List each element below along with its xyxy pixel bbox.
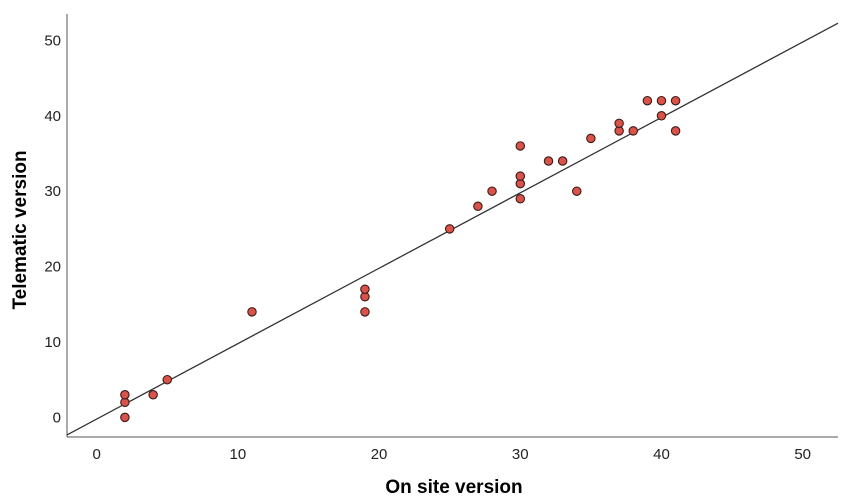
y-tick-label: 0: [53, 409, 61, 426]
data-point: [515, 141, 526, 151]
y-tick-label: 20: [44, 259, 61, 276]
data-point: [656, 95, 667, 106]
data-point: [557, 156, 568, 166]
x-tick-label: 50: [794, 446, 811, 463]
data-point: [444, 224, 455, 234]
data-point: [586, 133, 596, 144]
x-tick-label: 10: [230, 446, 247, 463]
data-points: [120, 95, 681, 423]
y-tick-label: 40: [44, 108, 61, 125]
data-point: [642, 95, 653, 106]
data-point: [670, 95, 681, 106]
x-tick-label: 30: [512, 446, 529, 463]
data-point: [670, 126, 681, 136]
y-tick-label: 10: [44, 334, 61, 351]
x-tick-label: 20: [371, 446, 388, 463]
data-point: [487, 186, 497, 196]
axes: [66, 14, 838, 438]
data-point: [628, 126, 638, 136]
x-tick-label: 0: [92, 446, 100, 463]
data-point: [572, 186, 582, 196]
data-point: [360, 284, 370, 294]
y-tick-label: 50: [44, 32, 61, 49]
x-axis-title: On site version: [385, 477, 522, 498]
y-axis-title: Telematic version: [10, 150, 31, 309]
data-point: [656, 111, 667, 121]
y-tick-label: 30: [44, 183, 61, 200]
x-tick-label: 40: [653, 446, 670, 463]
data-point: [162, 374, 173, 385]
data-point: [515, 171, 526, 181]
data-point: [543, 156, 554, 166]
data-point: [120, 412, 130, 423]
data-point: [614, 118, 624, 129]
data-point: [515, 193, 526, 204]
data-point: [148, 390, 158, 400]
data-point: [120, 390, 130, 400]
data-point: [360, 307, 370, 317]
data-point: [247, 307, 257, 317]
tick-labels: 0 10 20 30 40 50 0 10 20 30 40 50: [44, 32, 811, 463]
data-point: [473, 201, 483, 212]
